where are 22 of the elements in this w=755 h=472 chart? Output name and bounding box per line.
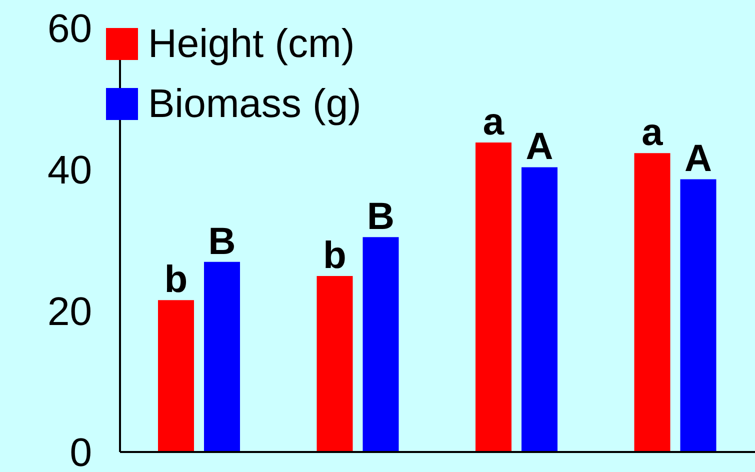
bar (362, 237, 399, 452)
data-label: B (208, 220, 236, 263)
bar (476, 142, 512, 452)
data-label: B (367, 196, 394, 238)
data-label: b (164, 259, 188, 302)
y-tick-label: 40 (48, 148, 92, 193)
legend-label: Biomass (g) (148, 82, 362, 126)
data-label: A (684, 138, 712, 180)
bar (522, 167, 558, 452)
legend-label: Height (cm) (148, 22, 355, 66)
bar (634, 153, 670, 452)
data-label: A (526, 126, 554, 168)
data-label: a (482, 101, 505, 144)
bar (204, 262, 240, 452)
y-tick-label: 20 (48, 290, 92, 334)
data-label: a (642, 112, 664, 154)
y-tick-label: 60 (48, 7, 92, 52)
y-tick-label: 0 (70, 431, 92, 472)
data-label: b (323, 235, 346, 278)
bar (680, 179, 716, 452)
bar (316, 276, 353, 452)
bar (158, 300, 194, 452)
